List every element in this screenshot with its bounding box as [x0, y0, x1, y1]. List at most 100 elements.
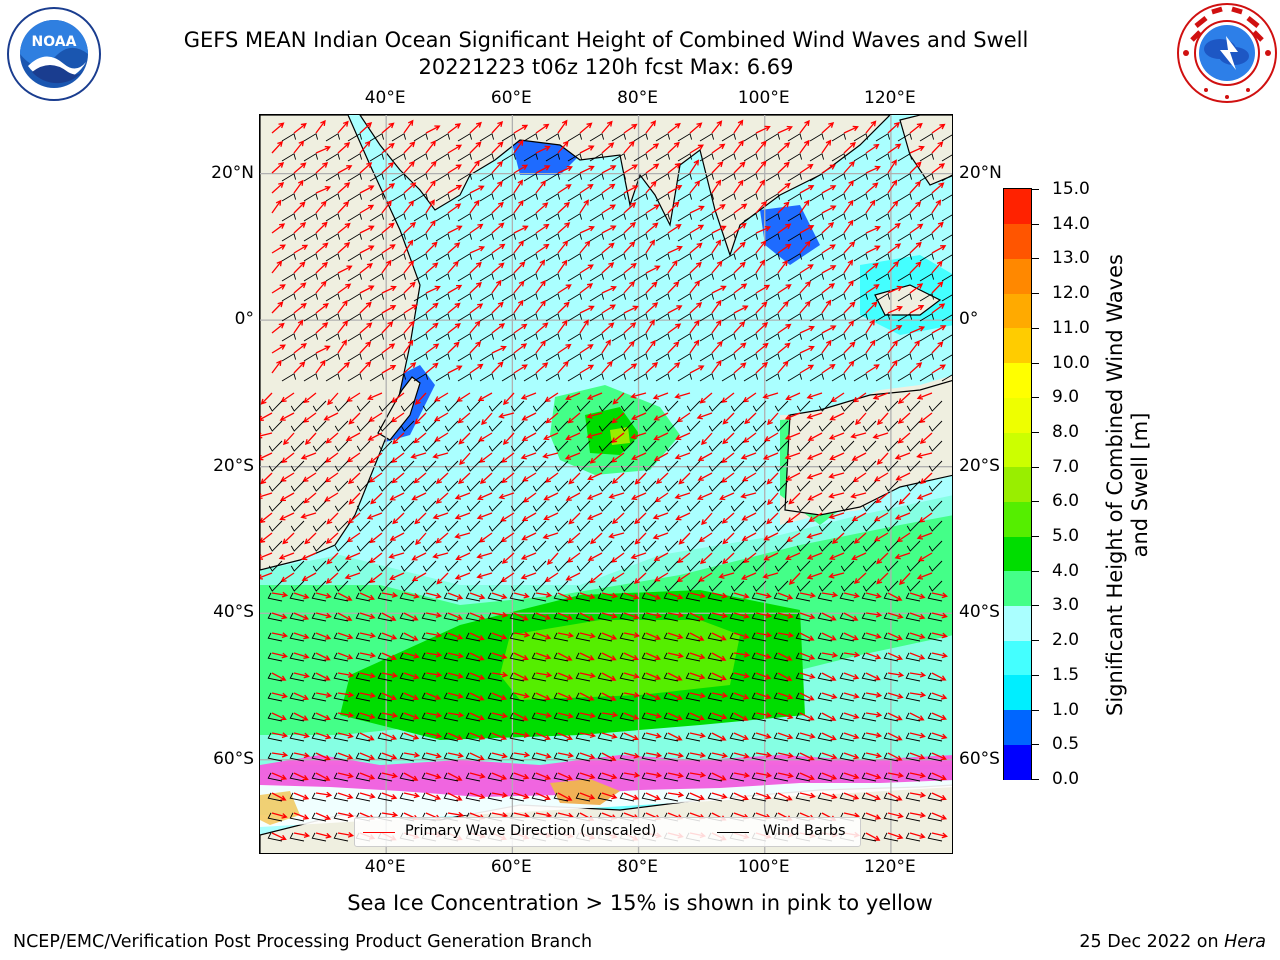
wave-direction-arrow [447, 692, 464, 699]
wave-direction-arrow [315, 592, 332, 599]
wave-direction-arrow [700, 432, 713, 446]
wave-direction-arrow [623, 652, 639, 661]
wave-direction-arrow [828, 492, 845, 499]
colorbar-tick [1032, 431, 1039, 433]
wave-direction-arrow [784, 432, 801, 440]
wind-barb [699, 293, 715, 302]
wave-direction-arrow [667, 245, 683, 254]
wave-direction-arrow [454, 572, 471, 580]
colorbar-tick [1032, 397, 1039, 399]
wind-barb [311, 672, 327, 682]
wave-direction-arrow [873, 532, 889, 542]
wave-direction-arrow [633, 572, 647, 585]
wave-direction-arrow [476, 572, 493, 579]
wind-barb [862, 500, 877, 512]
wave-direction-arrow [579, 165, 595, 174]
wave-direction-arrow [733, 632, 750, 640]
wind-barb [941, 254, 952, 262]
wind-barb [532, 540, 547, 552]
wave-direction-arrow [843, 160, 855, 174]
wave-direction-arrow [513, 672, 529, 681]
wind-barb [751, 752, 767, 762]
wind-barb [729, 752, 745, 762]
wave-direction-arrow [315, 280, 327, 294]
wave-direction-arrow [403, 672, 420, 680]
wave-direction-arrow [389, 572, 405, 581]
wind-barb [303, 293, 319, 302]
wind-barb [818, 500, 833, 512]
wave-direction-arrow [916, 532, 933, 540]
wind-barb [752, 440, 767, 452]
wind-barb [290, 480, 305, 492]
wave-direction-arrow [667, 122, 681, 134]
wave-direction-arrow [876, 412, 889, 426]
wind-barb [831, 233, 847, 242]
wind-barb [378, 540, 393, 552]
wave-direction-arrow [436, 572, 449, 585]
wind-barb [465, 612, 481, 622]
wave-direction-arrow [501, 552, 515, 564]
wave-direction-arrow [543, 432, 559, 441]
wind-barb [685, 772, 701, 782]
wind-barb [532, 440, 547, 452]
wave-direction-arrow [435, 492, 449, 504]
wind-barb [611, 273, 627, 282]
wind-barb [267, 612, 283, 622]
wave-direction-arrow [806, 572, 823, 580]
wind-barb [773, 792, 789, 802]
wave-direction-arrow [392, 512, 405, 525]
wave-direction-arrow [315, 632, 332, 640]
wind-barb [611, 313, 627, 322]
wave-direction-arrow [434, 432, 449, 442]
wave-direction-arrow [601, 652, 617, 661]
wind-barb [597, 692, 613, 702]
wave-direction-arrow [777, 201, 790, 214]
wind-barb [523, 373, 539, 382]
wind-barb [311, 792, 327, 802]
wind-barb [840, 400, 855, 412]
wave-direction-arrow [623, 612, 640, 620]
wind-barb [487, 612, 503, 622]
wave-direction-arrow [821, 591, 839, 598]
wind-barb [752, 560, 767, 572]
wave-direction-arrow [476, 512, 493, 520]
wind-barb [554, 540, 569, 552]
wave-direction-arrow [579, 732, 597, 739]
wave-direction-arrow [337, 120, 349, 134]
wave-direction-arrow [865, 120, 877, 134]
wave-direction-arrow [733, 612, 750, 619]
wave-direction-arrow [645, 163, 660, 174]
wave-direction-arrow [777, 632, 795, 638]
wave-direction-arrow [887, 752, 903, 761]
wave-direction-arrow [403, 632, 419, 641]
wind-barb [510, 400, 525, 412]
wind-barb [311, 812, 327, 822]
wave-direction-arrow [491, 632, 508, 640]
wind-barb [796, 460, 811, 472]
wave-direction-arrow [293, 712, 309, 721]
wind-barb [333, 772, 349, 782]
wind-barb [751, 792, 767, 802]
colorbar-tick-label: 10.0 [1052, 352, 1090, 373]
wind-barb [743, 133, 759, 142]
wave-direction-arrow [390, 392, 405, 403]
wave-direction-arrow [733, 261, 746, 274]
wave-direction-arrow [557, 712, 574, 719]
wave-direction-arrow [491, 345, 507, 354]
wave-direction-arrow [425, 322, 439, 334]
wind-barb [677, 373, 693, 382]
wave-direction-arrow [293, 632, 310, 640]
wave-direction-arrow [469, 752, 485, 761]
wind-barb [795, 732, 811, 742]
wind-barb [267, 672, 283, 682]
wave-direction-arrow [403, 751, 421, 758]
wind-barb [355, 772, 371, 782]
wind-barb [633, 293, 649, 302]
wave-direction-arrow [469, 320, 481, 334]
wave-direction-arrow [909, 325, 926, 334]
wind-barb [545, 273, 561, 282]
wind-barb [281, 173, 297, 182]
wave-direction-arrow [359, 792, 376, 799]
wind-barb [831, 293, 847, 302]
wave-direction-arrow [843, 199, 854, 214]
